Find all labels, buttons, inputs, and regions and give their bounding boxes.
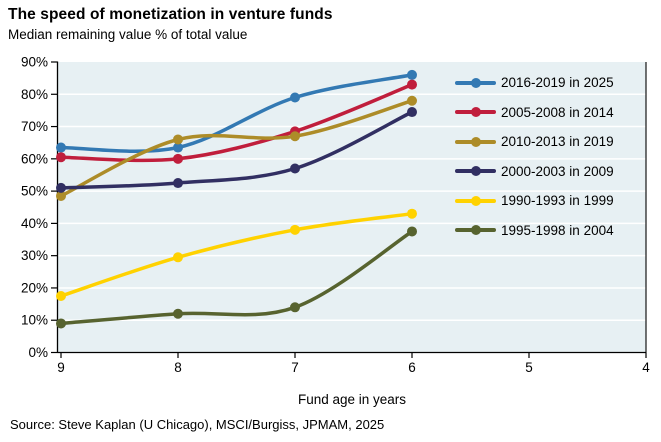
series-line: [59, 229, 414, 326]
series-1990-1993-in-1999: [56, 208, 417, 302]
series-line: [59, 98, 414, 198]
data-point-marker: [173, 134, 183, 145]
data-point-marker: [56, 318, 66, 329]
axes: 0% 10% 20% 30% 40% 50% 60% 70% 80% 90% 9 8 7 6 5 4: [21, 55, 650, 376]
data-point-marker: [290, 302, 300, 313]
chart-subtitle: Median remaining value % of total value: [8, 27, 248, 42]
y-tick-label: 30%: [21, 248, 48, 263]
x-tick-label: 8: [174, 360, 182, 375]
y-tick-label: 90%: [21, 55, 48, 70]
data-point-marker: [407, 208, 417, 219]
data-point-marker: [407, 69, 417, 80]
x-tick-label: 6: [408, 360, 416, 375]
data-point-marker: [173, 308, 183, 319]
series-line: [59, 211, 414, 298]
chart-title: The speed of monetization in venture fun…: [8, 6, 333, 23]
data-point-marker: [173, 153, 183, 164]
series-2016-2019-in-2025: [56, 69, 417, 153]
data-point-marker: [290, 163, 300, 174]
data-point-marker: [173, 178, 183, 189]
plot-background: [57, 62, 646, 353]
data-point-marker: [407, 226, 417, 237]
data-point-marker: [407, 95, 417, 106]
data-point-marker: [56, 142, 66, 153]
data-point-marker: [56, 190, 66, 201]
series-line: [59, 110, 414, 190]
data-point-marker: [56, 182, 66, 193]
data-point-marker: [290, 92, 300, 103]
x-tick-label: 7: [291, 360, 299, 375]
y-tick-label: 80%: [21, 87, 48, 102]
x-axis-title: Fund age in years: [297, 392, 407, 407]
data-point-marker: [56, 152, 66, 163]
data-point-marker: [56, 291, 66, 302]
source-line: Source: Steve Kaplan (U Chicago), MSCI/B…: [10, 417, 385, 432]
y-tick-label: 50%: [21, 184, 48, 199]
series-1995-1998-in-2004: [56, 226, 417, 329]
y-tick-label: 60%: [21, 151, 48, 166]
data-point-marker: [407, 79, 417, 90]
data-point-marker: [407, 107, 417, 118]
x-tick-label: 4: [642, 360, 650, 375]
data-point-marker: [290, 131, 300, 142]
series-line: [59, 73, 414, 153]
y-tick-label: 40%: [21, 216, 48, 231]
series-2010-2013-in-2019: [56, 95, 417, 201]
series-line: [59, 82, 414, 163]
data-point-marker: [290, 224, 300, 235]
y-tick-label: 0%: [28, 345, 48, 360]
y-tick-label: 70%: [21, 119, 48, 134]
y-tick-label: 10%: [21, 313, 48, 328]
x-tick-label: 5: [525, 360, 533, 375]
data-point-marker: [173, 252, 183, 263]
series-2000-2003-in-2009: [56, 107, 417, 193]
data-point-marker: [173, 142, 183, 153]
y-tick-label: 20%: [21, 280, 48, 295]
x-tick-label: 9: [57, 360, 65, 375]
